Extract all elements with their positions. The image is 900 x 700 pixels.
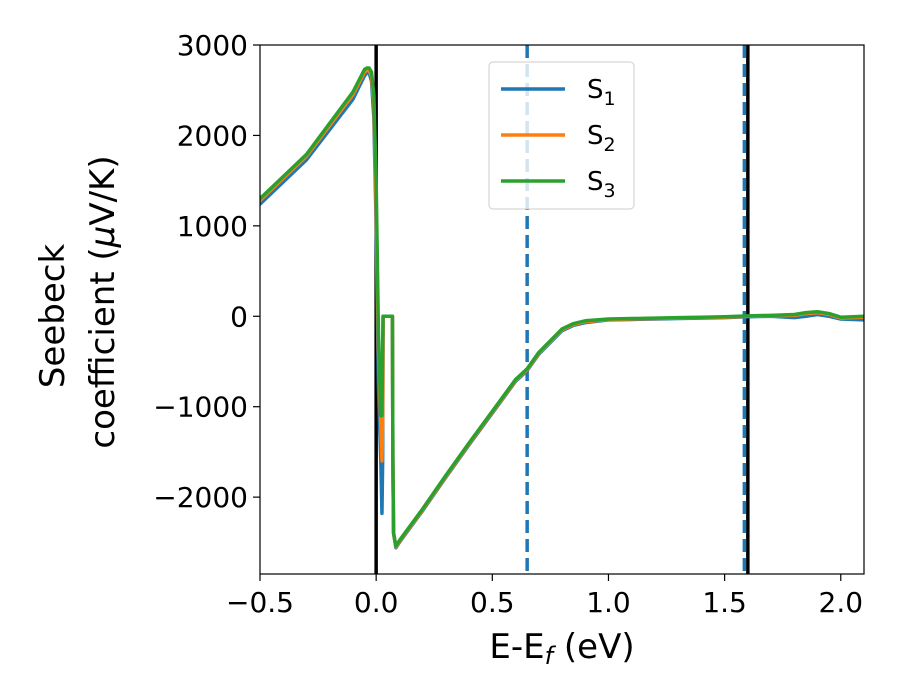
y-tick-label: 0 bbox=[230, 300, 248, 333]
plot-frame bbox=[259, 44, 865, 575]
x-tick-label: 1.0 bbox=[586, 586, 631, 619]
series-lines bbox=[260, 66, 864, 550]
x-tick-label: 0.0 bbox=[354, 586, 399, 619]
legend-label-s1: S1 bbox=[587, 75, 616, 110]
y-axis-ticks: 3000 2000 1000 0 −1000 −2000 bbox=[153, 29, 260, 514]
x-axis-label: E-Ef (eV) bbox=[489, 627, 634, 670]
legend-label-s3: S3 bbox=[587, 167, 616, 202]
legend: S1 S2 S3 bbox=[488, 61, 635, 210]
y-axis-label-line1: Seebeck bbox=[33, 244, 73, 389]
y-axis-label-line2: coefficient (μV/K) bbox=[83, 155, 123, 448]
y-tick-label: 1000 bbox=[177, 210, 248, 243]
y-tick-label: −2000 bbox=[153, 481, 248, 514]
y-tick-label: 3000 bbox=[177, 29, 248, 62]
y-tick-label: −1000 bbox=[153, 391, 248, 424]
series-line-s3 bbox=[260, 66, 864, 548]
x-tick-label: −0.5 bbox=[226, 586, 294, 619]
x-tick-label: 2.0 bbox=[819, 586, 864, 619]
x-tick-label: 1.5 bbox=[702, 586, 747, 619]
legend-label-s2: S2 bbox=[587, 121, 616, 156]
x-axis-ticks: −0.5 0.0 0.5 1.0 1.5 2.0 bbox=[226, 574, 863, 619]
y-tick-label: 2000 bbox=[177, 119, 248, 152]
x-tick-label: 0.5 bbox=[470, 586, 515, 619]
